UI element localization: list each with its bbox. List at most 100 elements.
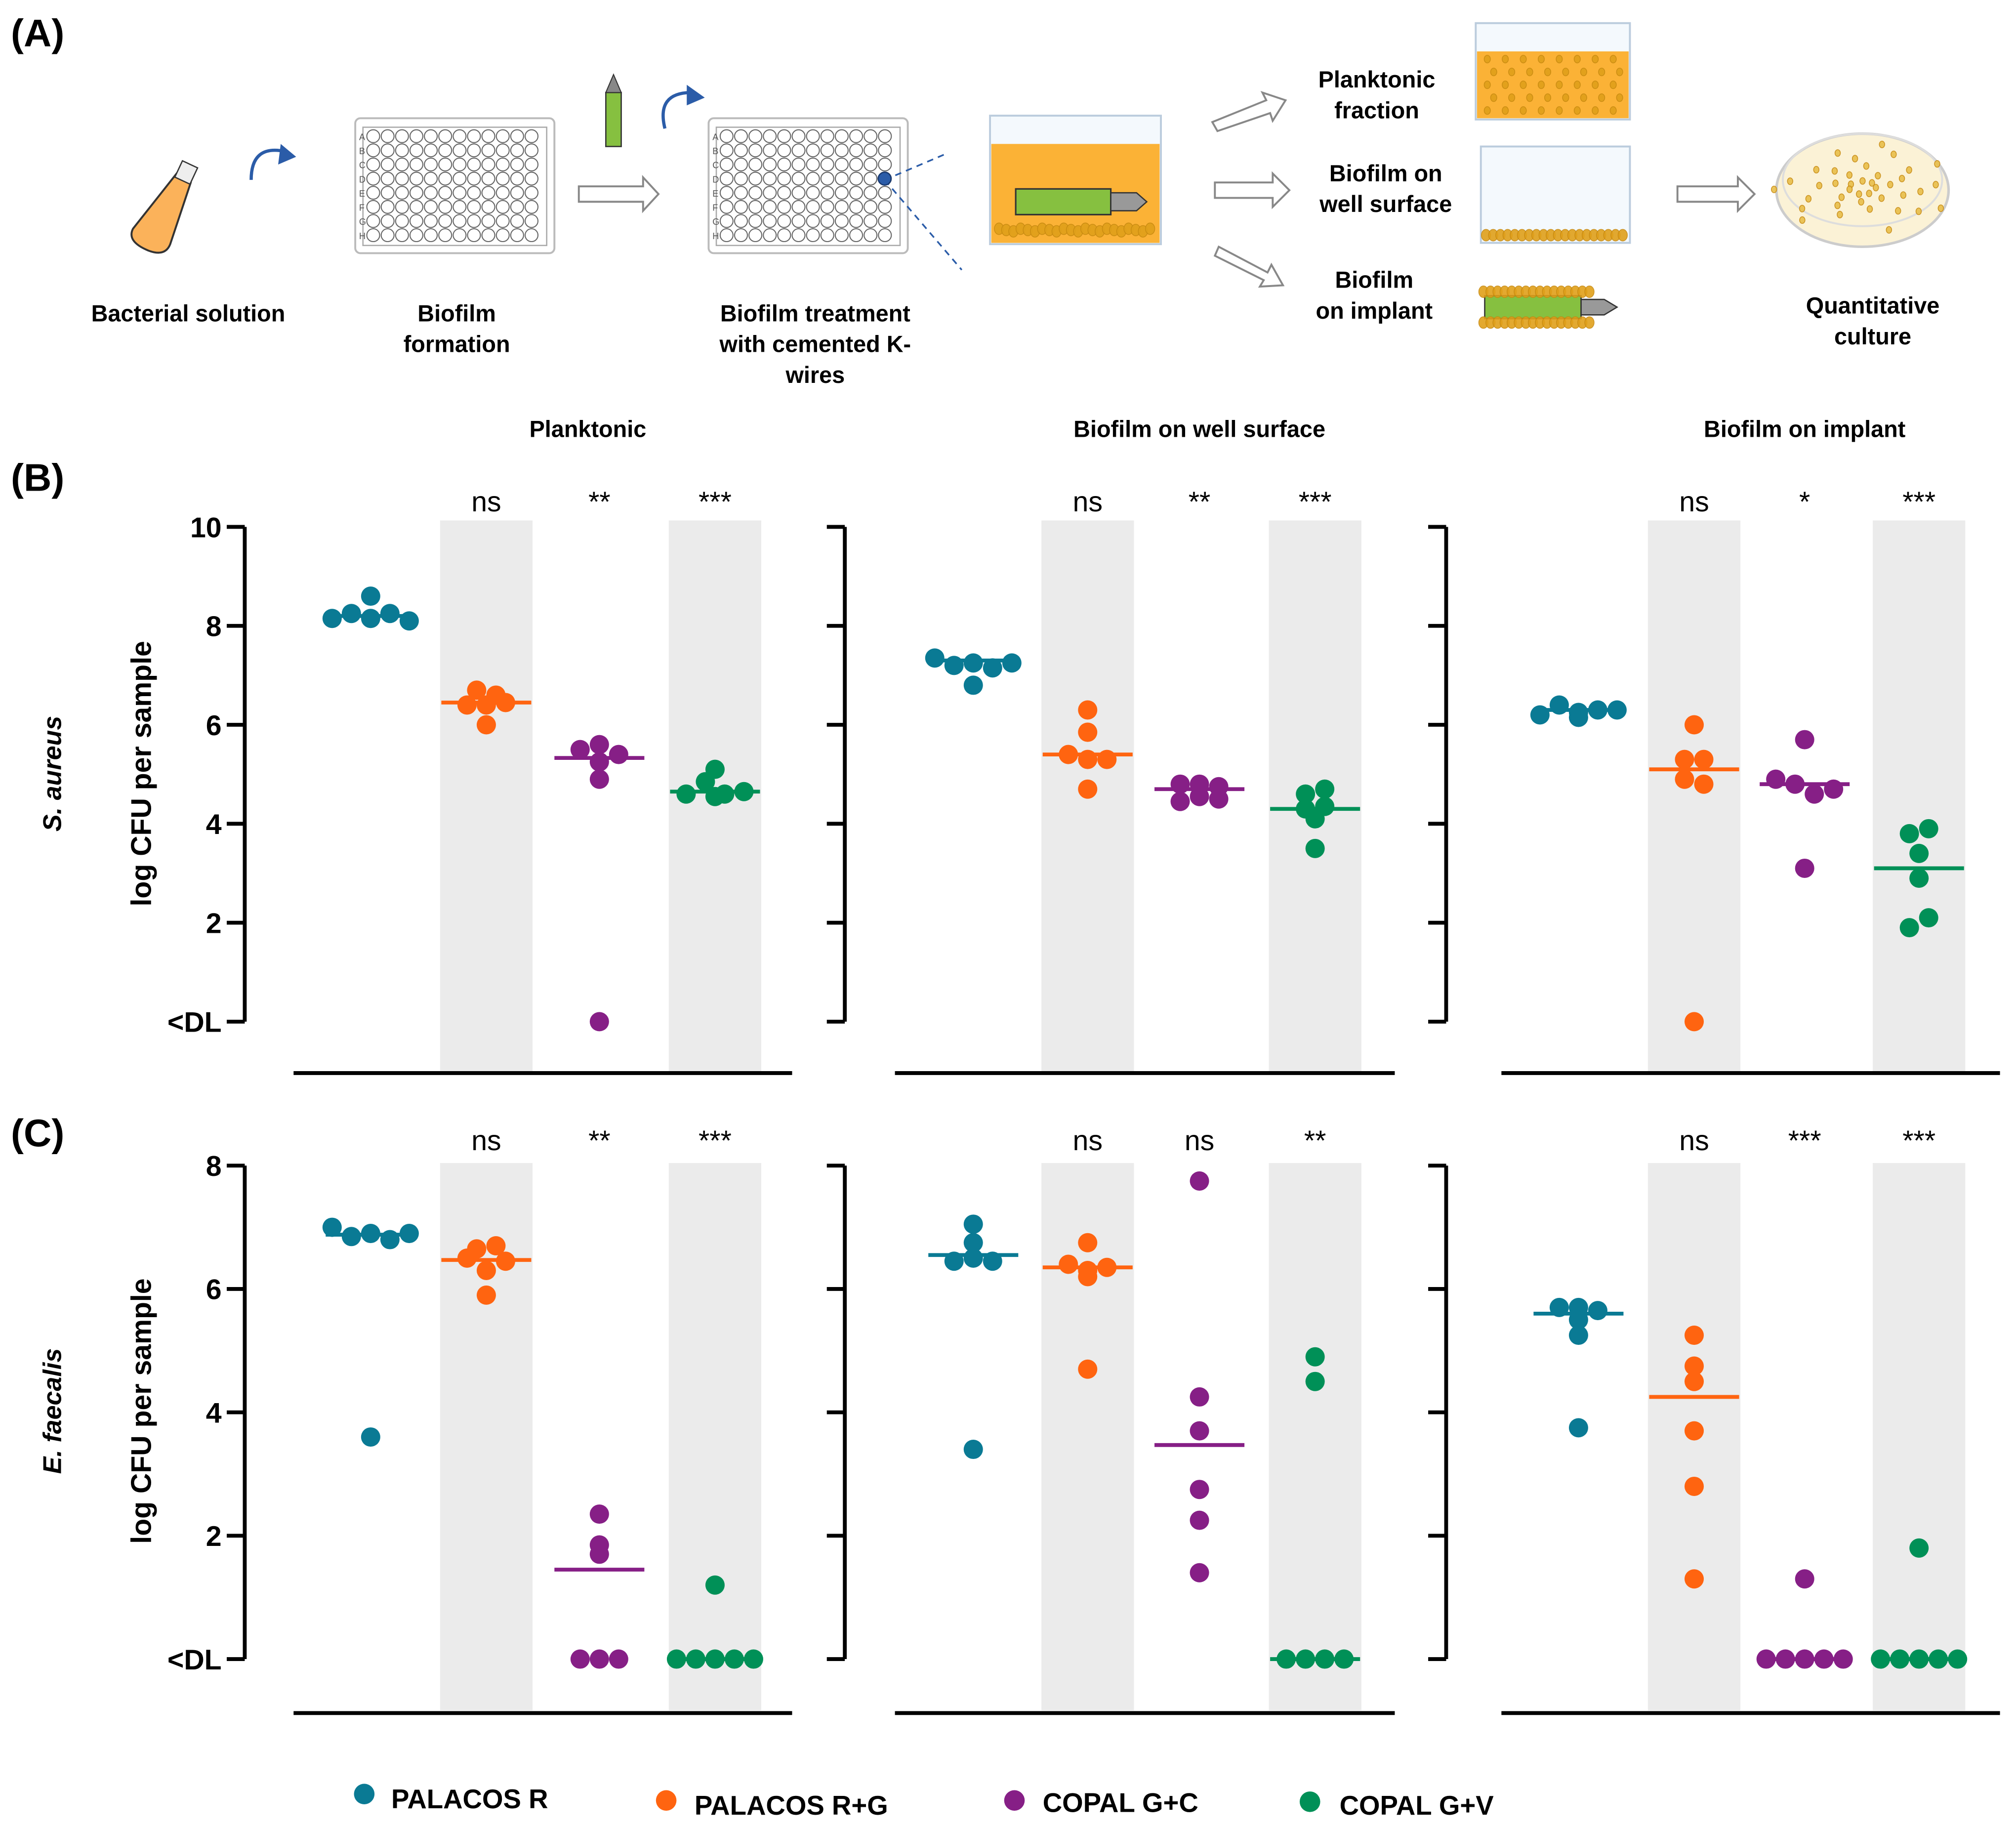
bacteria-dot xyxy=(1592,55,1599,64)
plate-well xyxy=(763,228,777,243)
plate-well xyxy=(409,129,423,143)
bacteria-dot xyxy=(1502,106,1509,115)
flask-icon xyxy=(130,160,199,254)
data-point xyxy=(322,609,342,628)
plate-well xyxy=(438,186,453,200)
data-point xyxy=(589,735,609,754)
plate-well xyxy=(763,214,777,228)
plate-well xyxy=(864,186,878,200)
data-point xyxy=(1568,707,1588,727)
plate-well xyxy=(878,143,892,158)
plate-well xyxy=(834,228,849,243)
data-point xyxy=(1909,843,1929,863)
plate-well xyxy=(748,171,763,186)
arrow-down-right-icon xyxy=(1213,245,1285,288)
plate-well xyxy=(834,171,849,186)
data-point xyxy=(1059,745,1078,764)
bacteria-dot xyxy=(1556,55,1563,64)
plate-well xyxy=(424,157,438,171)
plate-well xyxy=(820,157,834,171)
data-point xyxy=(963,1214,983,1234)
bacteria-dot xyxy=(1508,68,1516,77)
data-point xyxy=(1899,918,1919,938)
data-point xyxy=(1305,838,1325,858)
data-point xyxy=(1929,1649,1948,1669)
data-point xyxy=(1909,1538,1929,1558)
plate-well xyxy=(834,157,849,171)
plate-well xyxy=(524,143,539,158)
plate-well xyxy=(481,171,495,186)
plate-well xyxy=(834,214,849,228)
plate-well xyxy=(395,228,409,243)
significance-label: *** xyxy=(699,1125,732,1157)
plate-well xyxy=(453,171,467,186)
legend-label: COPAL G+V xyxy=(1340,1790,1494,1821)
plate-well xyxy=(438,157,453,171)
plate-well xyxy=(467,143,481,158)
plate-well xyxy=(409,228,423,243)
panel-label-c: (C) xyxy=(11,1111,64,1155)
plate-well xyxy=(806,186,820,200)
legend-item: PALACOS R xyxy=(354,1784,548,1814)
data-point xyxy=(676,784,696,804)
plate-well xyxy=(748,186,763,200)
plate-well xyxy=(424,214,438,228)
plate-row-label: F xyxy=(359,203,365,213)
data-point xyxy=(1805,784,1824,804)
data-point xyxy=(341,1227,361,1247)
data-point xyxy=(361,1427,380,1447)
data-point xyxy=(1190,1563,1209,1582)
plate-well xyxy=(409,157,423,171)
data-point xyxy=(1078,722,1098,742)
data-point xyxy=(1568,1418,1588,1438)
data-point xyxy=(1549,1297,1569,1317)
legend-label: COPAL G+C xyxy=(1043,1788,1198,1818)
plate-well xyxy=(864,214,878,228)
bacteria-dot xyxy=(1526,68,1533,77)
bacteria-dot xyxy=(1562,68,1569,77)
plate-well xyxy=(849,214,864,228)
legend-item: PALACOS R+G xyxy=(656,1790,888,1821)
data-point xyxy=(1890,1649,1910,1669)
data-point xyxy=(963,1440,983,1459)
plate-well xyxy=(791,186,806,200)
plate-well xyxy=(806,157,820,171)
plate-well xyxy=(510,143,524,158)
plate-well xyxy=(524,157,539,171)
plate-well xyxy=(510,228,524,243)
plate-well xyxy=(719,129,734,143)
bacteria-dot xyxy=(1770,185,1777,193)
plate-well xyxy=(777,143,791,158)
plate-row-label: C xyxy=(712,161,719,170)
bacteria-dot xyxy=(1863,162,1870,170)
plate-well xyxy=(734,171,748,186)
bacteria-dot xyxy=(1915,208,1922,215)
bacteria-dot xyxy=(1891,150,1897,158)
bacteria-dot xyxy=(1580,93,1587,102)
bacteria-dot xyxy=(1838,193,1845,201)
plate-well xyxy=(524,228,539,243)
plate-well xyxy=(820,143,834,158)
bacteria-dot xyxy=(1937,204,1944,212)
y-tick-label: 2 xyxy=(206,908,222,939)
plate-well xyxy=(495,171,510,186)
data-point xyxy=(589,752,609,772)
data-point xyxy=(1607,700,1627,720)
data-point xyxy=(570,740,590,759)
plate-inner xyxy=(715,126,901,247)
bacteria-dot xyxy=(1900,191,1907,199)
data-point xyxy=(609,745,628,764)
plate-well xyxy=(864,171,878,186)
data-point xyxy=(705,759,725,779)
bacteria-dot xyxy=(1584,285,1595,298)
plate-well xyxy=(791,200,806,214)
well-surface-biofilm-icon xyxy=(1480,145,1631,244)
bacteria-dot xyxy=(1799,216,1806,224)
bacteria-dot xyxy=(1895,207,1901,215)
plate-well xyxy=(777,129,791,143)
column-title-implant: Biofilm on implant xyxy=(1704,416,1906,442)
plate-well xyxy=(453,186,467,200)
data-point xyxy=(1334,1649,1354,1669)
significance-label: * xyxy=(1799,486,1810,518)
column-title-well-surface: Biofilm on well surface xyxy=(1073,416,1325,442)
